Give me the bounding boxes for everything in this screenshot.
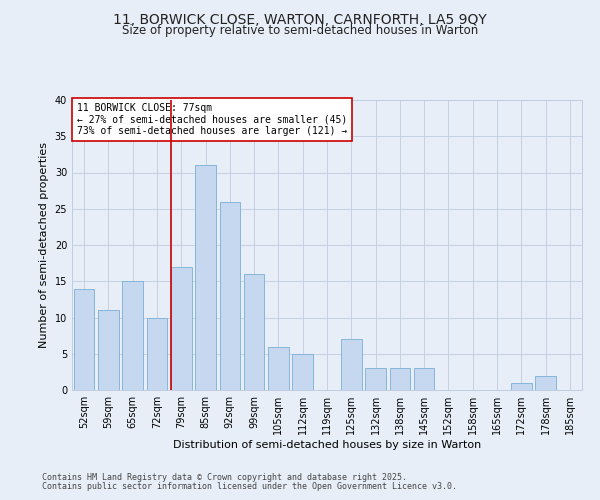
Bar [292, 354, 313, 390]
Bar [389, 368, 410, 390]
Bar [535, 376, 556, 390]
Bar [244, 274, 265, 390]
Text: Contains HM Land Registry data © Crown copyright and database right 2025.: Contains HM Land Registry data © Crown c… [42, 474, 407, 482]
Y-axis label: Number of semi-detached properties: Number of semi-detached properties [39, 142, 49, 348]
Text: 11, BORWICK CLOSE, WARTON, CARNFORTH, LA5 9QY: 11, BORWICK CLOSE, WARTON, CARNFORTH, LA… [113, 12, 487, 26]
Bar [341, 339, 362, 390]
Bar [195, 165, 216, 390]
Bar [122, 281, 143, 390]
Bar [98, 310, 119, 390]
Bar [146, 318, 167, 390]
Bar [171, 267, 191, 390]
X-axis label: Distribution of semi-detached houses by size in Warton: Distribution of semi-detached houses by … [173, 440, 481, 450]
Text: 11 BORWICK CLOSE: 77sqm
← 27% of semi-detached houses are smaller (45)
73% of se: 11 BORWICK CLOSE: 77sqm ← 27% of semi-de… [77, 103, 347, 136]
Bar [414, 368, 434, 390]
Text: Contains public sector information licensed under the Open Government Licence v3: Contains public sector information licen… [42, 482, 457, 491]
Bar [511, 383, 532, 390]
Bar [268, 346, 289, 390]
Bar [74, 288, 94, 390]
Bar [220, 202, 240, 390]
Bar [365, 368, 386, 390]
Text: Size of property relative to semi-detached houses in Warton: Size of property relative to semi-detach… [122, 24, 478, 37]
